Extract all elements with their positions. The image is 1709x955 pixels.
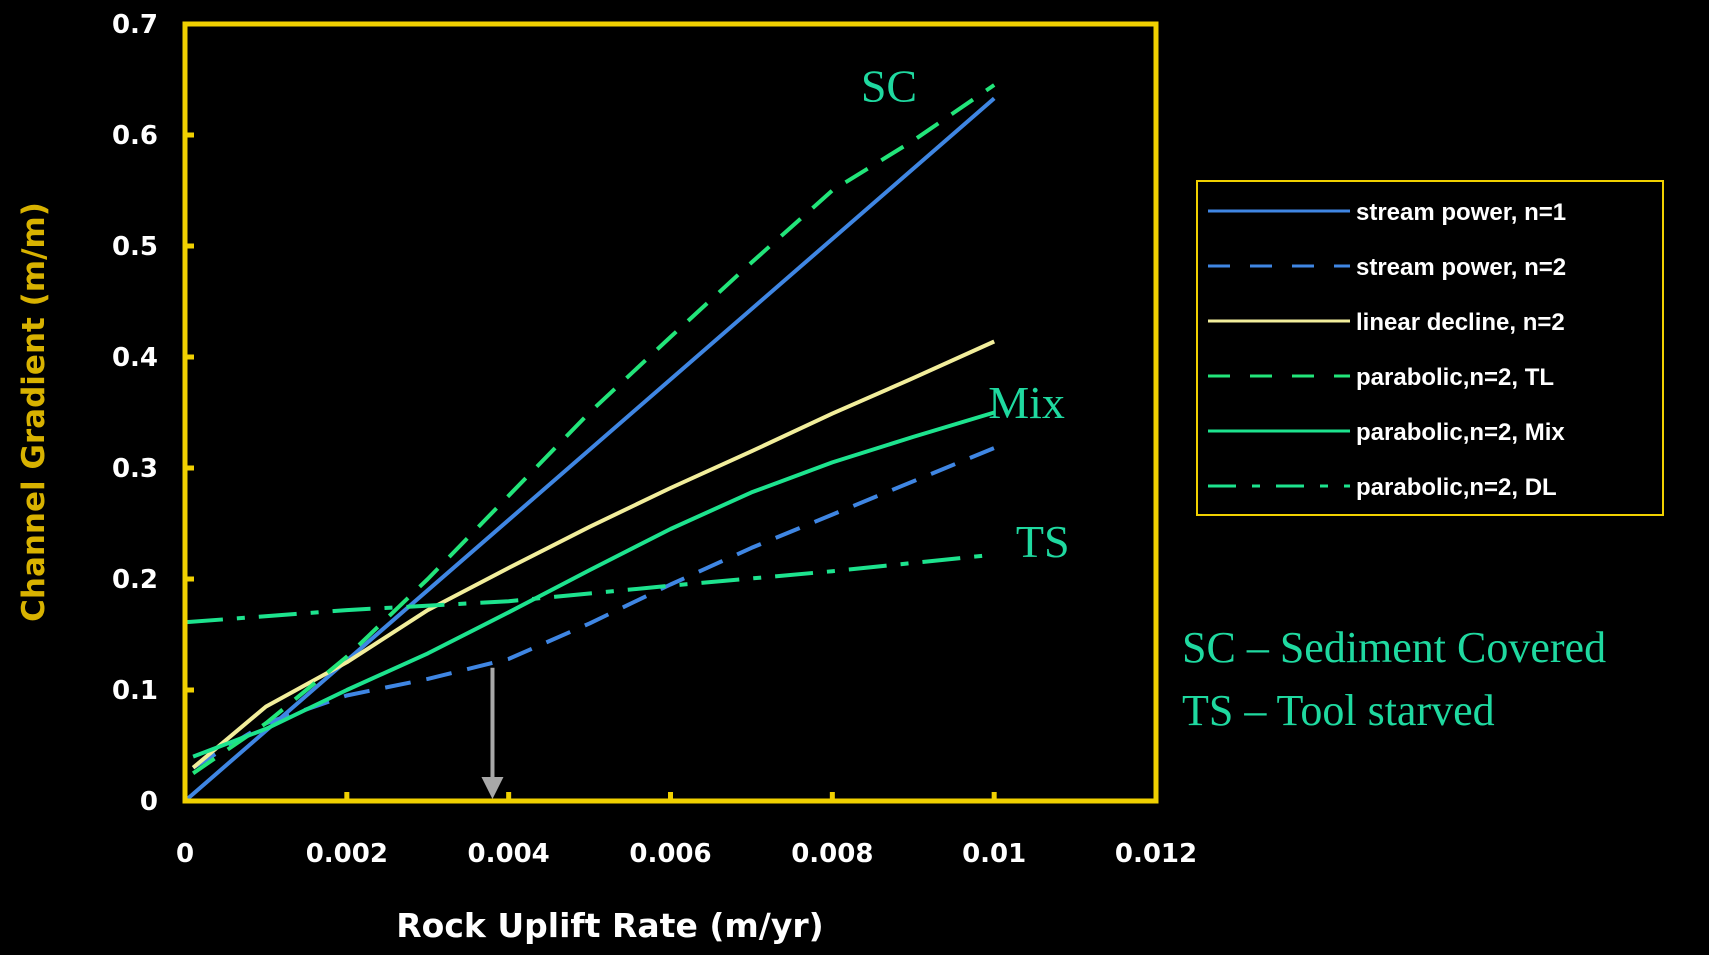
y-tick-label-3: 0.3 [112, 454, 158, 484]
annotations-layer: SC Mix TS [861, 61, 1070, 567]
x-tick-label-1: 0.002 [306, 839, 388, 869]
y-tick-label-2: 0.2 [112, 565, 158, 595]
legend-label-3: parabolic,n=2, TL [1356, 364, 1554, 391]
note-tool-starved: TS – Tool starved [1182, 686, 1495, 735]
series-line-5 [184, 552, 995, 625]
x-tick-label-5: 0.01 [962, 839, 1026, 869]
note-sediment-covered: SC – Sediment Covered [1182, 623, 1606, 672]
legend-label-0: stream power, n=1 [1356, 199, 1566, 226]
legend-box [1196, 180, 1664, 516]
legend: stream power, n=1 stream power, n=2 linear… [1196, 180, 1664, 516]
x-axis-title: Rock Uplift Rate (m/yr) [396, 906, 823, 945]
series-line-3 [191, 83, 996, 775]
arrow-head [481, 777, 504, 799]
series-line-0 [183, 96, 996, 803]
y-tick-label-7: 0.7 [112, 10, 158, 40]
legend-label-2: linear decline, n=2 [1356, 309, 1565, 336]
series-line-4 [192, 410, 995, 759]
x-tick-label-4: 0.008 [791, 839, 873, 869]
x-tick-label-6: 0.012 [1115, 839, 1197, 869]
y-tick-label-4: 0.4 [112, 343, 158, 373]
legend-label-4: parabolic,n=2, Mix [1356, 419, 1565, 446]
y-axis-title: Channel Gradient (m/m) [16, 202, 52, 622]
y-tick-label-5: 0.5 [112, 232, 158, 262]
legend-entries: stream power, n=1 stream power, n=2 linear… [1208, 199, 1566, 501]
y-tick-label-1: 0.1 [112, 676, 158, 706]
ticks-layer: 0 0.002 0.004 0.006 0.008 0.01 0.012 0 0.1 0.2 0.3… [112, 10, 1197, 869]
series-line-2 [191, 339, 996, 770]
legend-label-1: stream power, n=2 [1356, 254, 1566, 281]
annotation-ts: TS [1016, 516, 1070, 567]
y-tick-label-0: 0 [140, 787, 158, 817]
legend-label-5: parabolic,n=2, DL [1356, 474, 1557, 501]
y-tick-label-6: 0.6 [112, 121, 158, 151]
annotation-sc: SC [861, 61, 917, 112]
annotation-mix: Mix [988, 377, 1065, 428]
x-tick-label-3: 0.006 [629, 839, 711, 869]
x-tick-label-0: 0 [176, 839, 194, 869]
x-tick-label-2: 0.004 [468, 839, 550, 869]
